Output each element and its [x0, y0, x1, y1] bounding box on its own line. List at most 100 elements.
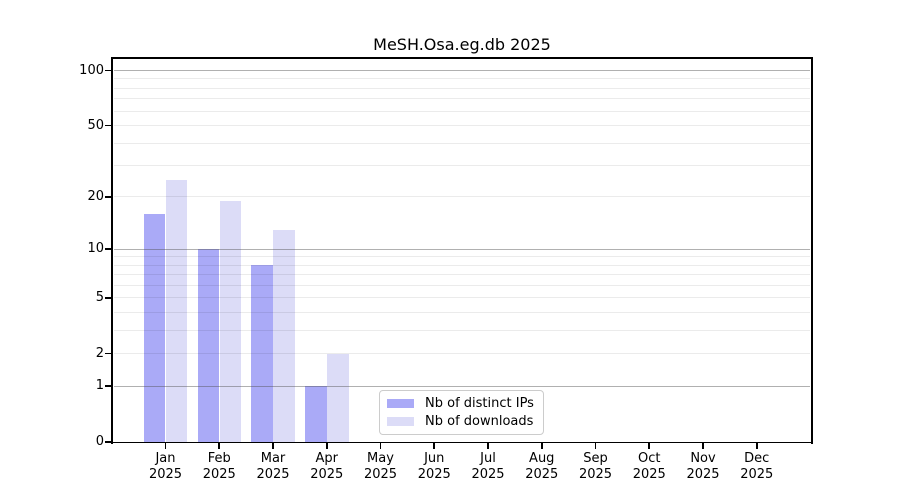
y-tick — [105, 352, 112, 355]
x-tick-label-dec: Dec 2025 — [725, 451, 789, 483]
gridline-major — [114, 248, 810, 250]
gridline-minor — [114, 87, 810, 89]
x-tick-label-feb: Feb 2025 — [187, 451, 251, 483]
bar-downloads-jan — [165, 179, 188, 442]
y-tick — [105, 69, 112, 72]
bar-downloads-apr — [327, 353, 349, 442]
gridline-minor — [114, 165, 810, 167]
legend-label-distinct-ips: Nb of distinct IPs — [425, 396, 534, 411]
x-tick-year: 2025 — [202, 467, 236, 482]
x-tick-label-jan: Jan 2025 — [134, 451, 198, 483]
x-tick-month: Nov — [690, 451, 716, 466]
x-tick-month: Feb — [207, 451, 231, 466]
x-tick-label-mar: Mar 2025 — [241, 451, 305, 483]
x-tick-label-jun: Jun 2025 — [402, 451, 466, 483]
x-tick-month: May — [367, 451, 394, 466]
x-tick-month: Jul — [480, 451, 496, 466]
axis-spine-top — [111, 57, 813, 59]
gridline-minor — [114, 353, 810, 355]
gridline-minor — [114, 329, 810, 331]
y-tick — [105, 441, 112, 443]
x-tick — [218, 443, 221, 450]
x-tick-year: 2025 — [525, 467, 559, 482]
gridline-minor — [114, 110, 810, 112]
x-tick-month: Aug — [529, 451, 555, 466]
y-tick-label: 2 — [95, 345, 104, 361]
x-tick — [433, 443, 436, 450]
gridline-minor — [114, 297, 810, 299]
y-tick-label: 50 — [87, 117, 104, 133]
y-tick — [105, 196, 112, 198]
axis-spine-left — [111, 57, 113, 444]
x-tick — [648, 443, 651, 450]
gridline-major — [114, 385, 810, 387]
x-tick — [164, 443, 167, 450]
x-tick — [272, 443, 274, 450]
x-tick-month: Oct — [638, 451, 661, 466]
bar-distinct-ips-mar — [251, 265, 273, 442]
legend-label-downloads: Nb of downloads — [425, 414, 534, 429]
gridline-minor — [114, 196, 810, 198]
gridline-minor — [114, 78, 810, 80]
gridline-minor — [114, 142, 810, 144]
x-tick — [755, 443, 758, 450]
x-tick-label-aug: Aug 2025 — [510, 451, 574, 483]
bar-distinct-ips-jan — [143, 213, 166, 442]
gridline-minor — [114, 125, 810, 127]
y-tick — [105, 124, 112, 127]
legend-swatch-downloads-icon — [387, 417, 414, 426]
x-tick-label-apr: Apr 2025 — [295, 451, 359, 483]
y-tick — [105, 248, 112, 250]
y-tick-label: 20 — [87, 188, 104, 204]
gridline-minor — [114, 98, 810, 100]
x-tick-year: 2025 — [363, 467, 398, 482]
y-tick-label: 1 — [95, 378, 104, 394]
legend: Nb of distinct IPs Nb of downloads — [379, 390, 544, 435]
axis-spine-bottom — [111, 441, 813, 444]
legend-item-downloads: Nb of downloads — [387, 414, 534, 429]
chart-title: MeSH.Osa.eg.db 2025 — [373, 35, 551, 54]
x-tick-label-sep: Sep 2025 — [564, 451, 628, 483]
x-tick — [379, 443, 382, 450]
axis-spine-right — [811, 57, 813, 444]
legend-swatch-distinct-ips-icon — [387, 399, 414, 408]
y-tick-label: 5 — [95, 289, 104, 305]
x-tick — [594, 443, 597, 450]
gridline-minor — [114, 274, 810, 276]
bar-distinct-ips-feb — [197, 249, 219, 442]
x-tick-month: Apr — [315, 451, 339, 466]
x-tick-label-nov: Nov 2025 — [671, 451, 735, 483]
x-tick-year: 2025 — [686, 467, 720, 482]
x-tick-year: 2025 — [310, 467, 344, 482]
x-tick-year: 2025 — [417, 467, 451, 482]
bar-downloads-feb — [219, 200, 241, 442]
y-tick-label: 10 — [87, 241, 104, 257]
x-tick-month: Jun — [424, 451, 445, 466]
x-tick-year: 2025 — [740, 467, 774, 482]
x-tick — [325, 443, 328, 450]
gridline-minor — [114, 264, 810, 266]
x-tick-month: Sep — [583, 451, 608, 466]
gridline-minor — [114, 256, 810, 258]
x-tick-year: 2025 — [632, 467, 666, 482]
y-tick — [105, 297, 112, 299]
x-tick — [702, 443, 704, 450]
gridline-minor — [114, 284, 810, 286]
y-tick-label: 0 — [95, 434, 104, 449]
x-tick — [540, 443, 543, 450]
x-tick-label-jul: Jul 2025 — [456, 451, 520, 483]
y-tick — [105, 385, 112, 387]
x-tick-year: 2025 — [256, 467, 290, 482]
bar-downloads-mar — [273, 229, 295, 442]
x-tick-month: Jan — [155, 451, 176, 466]
gridline-major — [114, 70, 810, 72]
x-tick-year: 2025 — [471, 467, 505, 482]
x-tick-label-oct: Oct 2025 — [617, 451, 681, 483]
x-tick-year: 2025 — [578, 467, 613, 482]
bar-distinct-ips-apr — [305, 386, 327, 442]
x-tick-year: 2025 — [148, 467, 183, 482]
legend-item-distinct-ips: Nb of distinct IPs — [387, 396, 534, 411]
x-tick-month: Mar — [260, 451, 286, 466]
x-tick — [487, 443, 489, 450]
x-tick-label-may: May 2025 — [349, 451, 413, 483]
